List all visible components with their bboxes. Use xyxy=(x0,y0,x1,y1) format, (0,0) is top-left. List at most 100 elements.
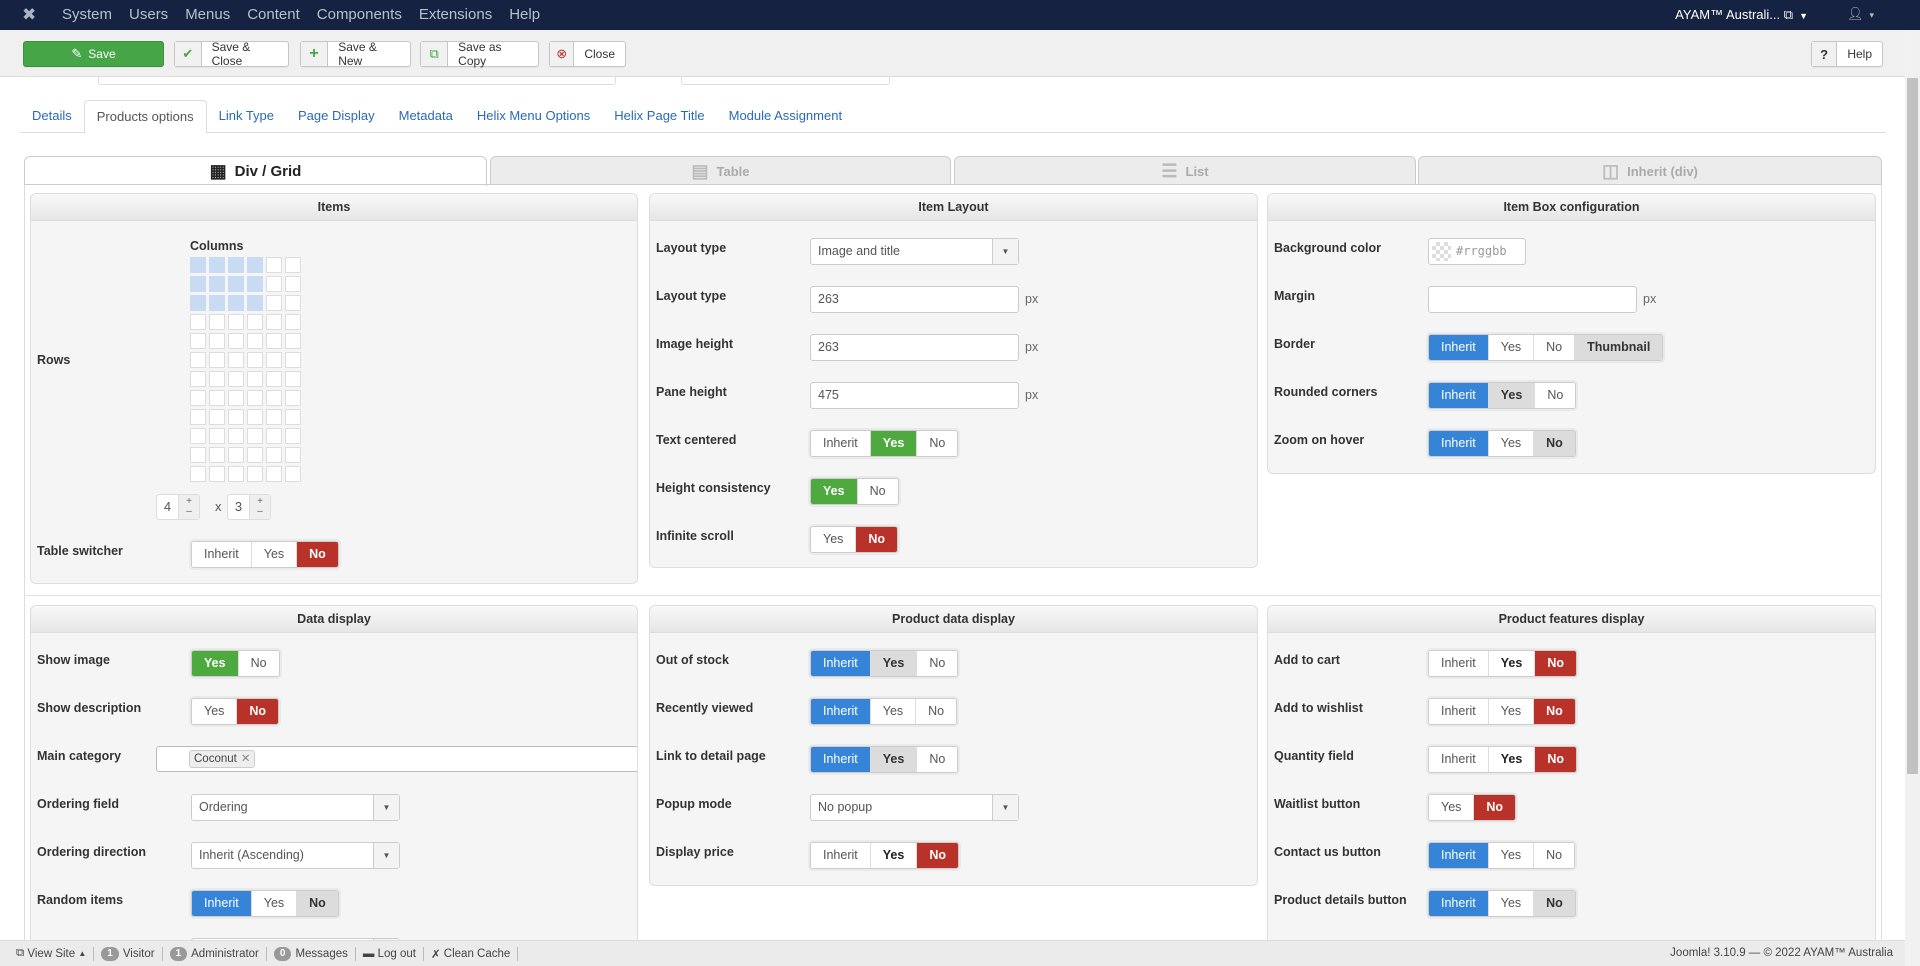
border-toggle[interactable]: Inherit Yes No Thumbnail xyxy=(1428,333,1664,361)
tab-inherit-div[interactable]: ◫ Inherit (div) xyxy=(1418,156,1882,185)
option-no[interactable]: No xyxy=(1535,382,1576,408)
option-no[interactable]: No xyxy=(1534,842,1575,868)
option-yes[interactable]: Yes xyxy=(811,526,857,552)
admins-status[interactable]: 1 Administrator xyxy=(163,946,267,961)
grid-cell[interactable] xyxy=(266,352,282,368)
grid-cell[interactable] xyxy=(247,409,263,425)
grid-cell[interactable] xyxy=(247,257,263,273)
option-inherit[interactable]: Inherit xyxy=(1429,842,1489,868)
grid-cell[interactable] xyxy=(228,276,244,292)
option-yes[interactable]: Yes xyxy=(870,746,918,772)
option-no[interactable]: No xyxy=(237,698,279,724)
tab-helix-menu-options[interactable]: Helix Menu Options xyxy=(476,108,591,123)
grid-cell[interactable] xyxy=(247,276,263,292)
product-details-button-toggle[interactable]: Inherit Yes No xyxy=(1428,889,1576,917)
tab-products-options[interactable]: Products options xyxy=(83,100,207,134)
chevron-down-icon[interactable]: ▼ xyxy=(373,842,399,868)
out-of-stock-toggle[interactable]: Inherit Yes No xyxy=(810,649,959,677)
grid-cell[interactable] xyxy=(285,466,301,482)
option-no[interactable]: No xyxy=(917,746,958,772)
plus-icon[interactable]: + xyxy=(186,496,192,507)
option-no[interactable]: No xyxy=(917,430,958,456)
grid-cell[interactable] xyxy=(190,257,206,273)
grid-cell[interactable] xyxy=(266,333,282,349)
grid-cell[interactable] xyxy=(190,466,206,482)
option-inherit[interactable]: Inherit xyxy=(811,650,871,676)
menu-help[interactable]: Help xyxy=(509,6,541,23)
grid-cell[interactable] xyxy=(228,428,244,444)
grid-cell[interactable] xyxy=(209,466,225,482)
save-button[interactable]: ✎ Save xyxy=(23,41,164,67)
grid-cell[interactable] xyxy=(190,447,206,463)
grid-cell[interactable] xyxy=(285,371,301,387)
option-no[interactable]: No xyxy=(1534,890,1575,916)
tab-div-grid[interactable]: ▦ Div / Grid xyxy=(24,156,487,186)
tab-helix-page-title[interactable]: Helix Page Title xyxy=(614,108,705,123)
menu-components[interactable]: Components xyxy=(316,6,402,23)
option-no[interactable]: No xyxy=(297,541,338,567)
display-price-toggle[interactable]: Inherit Yes No xyxy=(810,841,959,869)
grid-cell[interactable] xyxy=(266,295,282,311)
background-color-input[interactable]: #rrggbb xyxy=(1428,237,1526,265)
grid-cell[interactable] xyxy=(228,447,244,463)
help-button[interactable]: ? Help xyxy=(1811,41,1883,67)
grid-cell[interactable] xyxy=(209,276,225,292)
option-yes[interactable]: Yes xyxy=(870,650,918,676)
ordering-field-select[interactable]: Ordering ▼ xyxy=(191,793,400,821)
grid-cell[interactable] xyxy=(190,314,206,330)
grid-cell[interactable] xyxy=(228,352,244,368)
grid-cell[interactable] xyxy=(285,390,301,406)
grid-cell[interactable] xyxy=(266,409,282,425)
tab-list[interactable]: ☰ List xyxy=(954,156,1416,185)
grid-cell[interactable] xyxy=(190,428,206,444)
grid-cell[interactable] xyxy=(209,314,225,330)
ordering-direction-select[interactable]: Inherit (Ascending) ▼ xyxy=(191,841,400,869)
scrollbar-thumb[interactable] xyxy=(1907,78,1918,774)
grid-cell[interactable] xyxy=(247,314,263,330)
option-yes[interactable]: Yes xyxy=(1488,698,1535,724)
grid-cell[interactable] xyxy=(285,352,301,368)
option-no[interactable]: No xyxy=(238,650,279,676)
option-yes[interactable]: Yes xyxy=(1488,430,1535,456)
option-yes[interactable]: Yes xyxy=(1488,890,1535,916)
grid-cell[interactable] xyxy=(266,371,282,387)
columns-stepper[interactable]: 4 + – xyxy=(156,494,200,520)
tab-table[interactable]: ▤ Table xyxy=(490,156,951,185)
plus-minus-buttons[interactable]: + – xyxy=(249,495,270,519)
menu-extensions[interactable]: Extensions xyxy=(418,6,493,23)
grid-cell[interactable] xyxy=(285,276,301,292)
image-height-input[interactable]: 263 xyxy=(810,333,1019,361)
tab-module-assignment[interactable]: Module Assignment xyxy=(728,108,843,123)
option-no[interactable]: No xyxy=(297,890,338,916)
contact-us-button-toggle[interactable]: Inherit Yes No xyxy=(1428,841,1576,869)
grid-cell[interactable] xyxy=(190,295,206,311)
save-close-button[interactable]: ✔ Save & Close xyxy=(174,40,289,68)
grid-cell[interactable] xyxy=(209,428,225,444)
title-input[interactable] xyxy=(98,77,616,85)
grid-cell[interactable] xyxy=(228,314,244,330)
option-inherit[interactable]: Inherit xyxy=(1429,430,1489,456)
grid-cell[interactable] xyxy=(209,390,225,406)
grid-cell[interactable] xyxy=(266,466,282,482)
option-no[interactable]: No xyxy=(1535,650,1576,676)
grid-cell[interactable] xyxy=(266,447,282,463)
grid-cell[interactable] xyxy=(228,409,244,425)
option-thumbnail[interactable]: Thumbnail xyxy=(1575,334,1663,360)
joomla-logo-icon[interactable]: ✖ xyxy=(22,5,37,24)
table-switcher-toggle[interactable]: Inherit Yes No xyxy=(191,540,339,568)
option-inherit[interactable]: Inherit xyxy=(811,698,871,724)
popup-mode-select[interactable]: No popup ▼ xyxy=(810,793,1019,821)
user-menu[interactable]: 👤︎ ▾ xyxy=(1847,6,1874,22)
grid-cell[interactable] xyxy=(190,409,206,425)
grid-cell[interactable] xyxy=(247,390,263,406)
visitors-status[interactable]: 1 Visitor xyxy=(94,946,163,961)
text-centered-toggle[interactable]: Inherit Yes No xyxy=(810,429,959,457)
option-yes[interactable]: Yes xyxy=(192,698,238,724)
tab-page-display[interactable]: Page Display xyxy=(298,108,375,123)
option-inherit[interactable]: Inherit xyxy=(1429,650,1489,676)
chevron-down-icon[interactable]: ▼ xyxy=(992,794,1018,820)
grid-cell[interactable] xyxy=(247,371,263,387)
waitlist-button-toggle[interactable]: Yes No xyxy=(1428,793,1517,821)
grid-cell[interactable] xyxy=(209,295,225,311)
option-yes[interactable]: Yes xyxy=(1488,382,1536,408)
